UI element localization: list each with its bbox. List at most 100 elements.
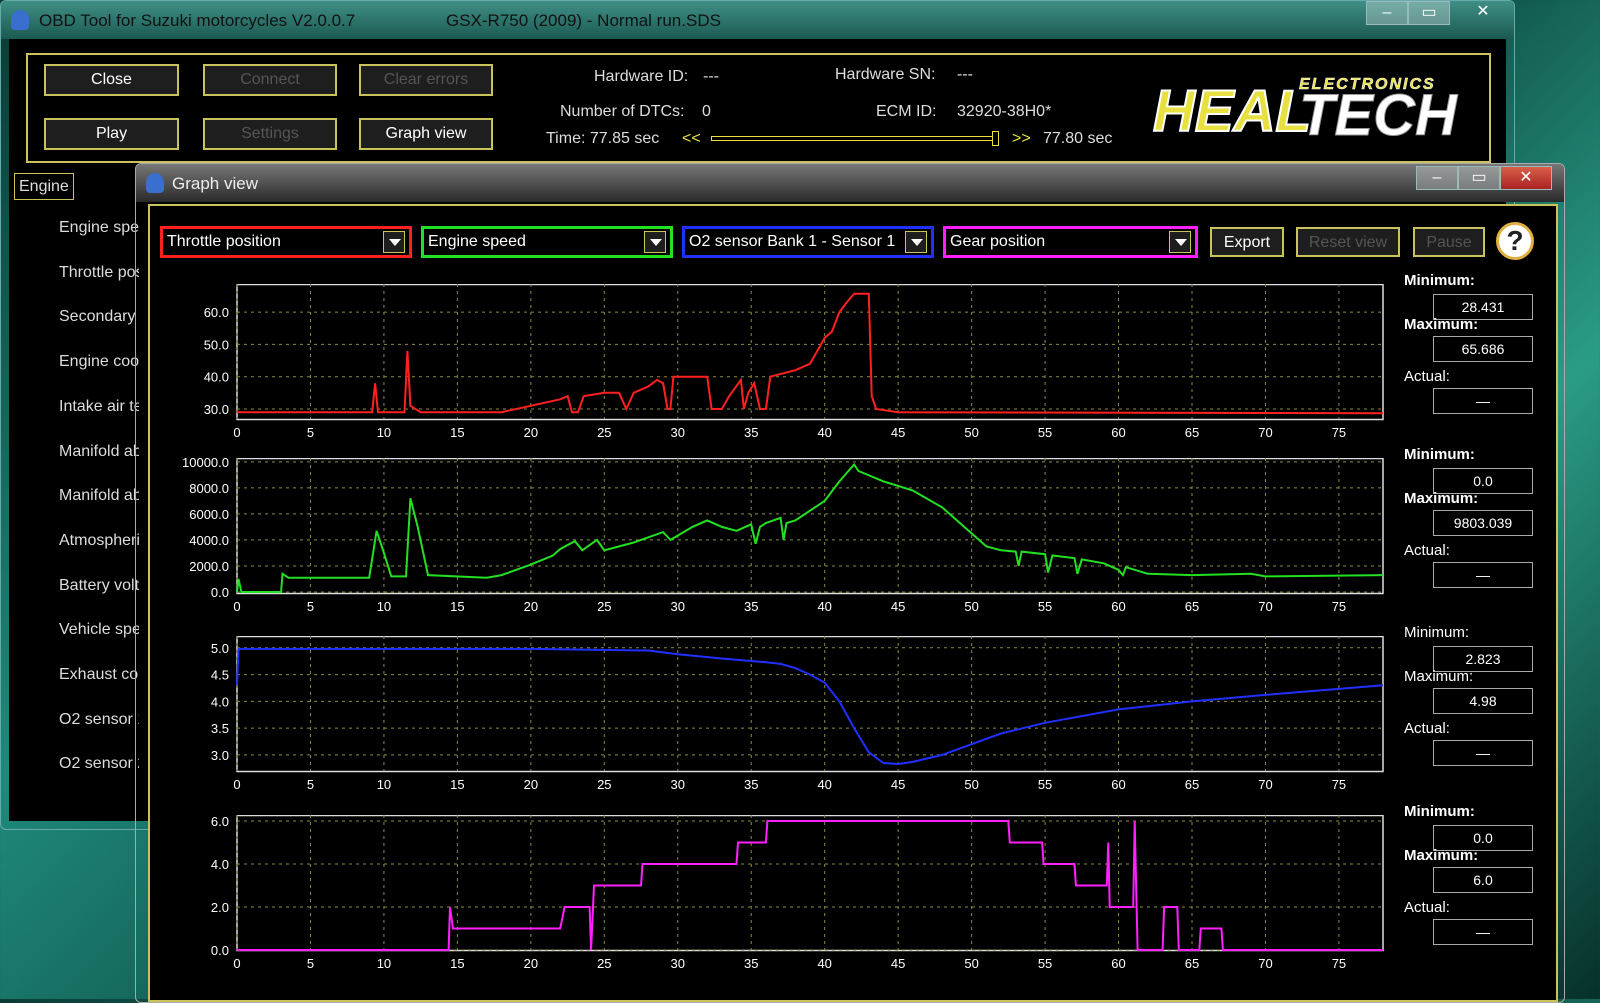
sidebar-item[interactable]: Manifold abs. pressure [59, 442, 139, 460]
x-tick-label: 55 [1038, 599, 1052, 614]
help-icon[interactable]: ? [1496, 222, 1534, 260]
time-slider[interactable] [711, 131, 999, 146]
y-tick-label: 0.0 [211, 585, 229, 600]
chart-1[interactable]: 0 5 10 15 20 25 30 35 40 45 50 55 60 65 70 75 30.0 40.0 50… [180, 284, 1390, 449]
selector-value: Gear position [950, 233, 1046, 250]
x-tick-label: 65 [1185, 777, 1199, 792]
series-selector-3[interactable]: O2 sensor Bank 1 - Sensor 1 [682, 226, 934, 258]
actual-label: Actual: [1404, 368, 1450, 385]
x-tick-label: 25 [597, 599, 611, 614]
maximum-value: 65.686 [1433, 336, 1533, 362]
y-tick-label: 40.0 [204, 370, 229, 385]
maximum-value: 9803.039 [1433, 510, 1533, 536]
hardware-id-value: --- [703, 68, 719, 85]
connect-button[interactable]: Connect [203, 64, 337, 96]
reset-view-button[interactable]: Reset view [1296, 227, 1400, 257]
x-tick-label: 70 [1258, 777, 1272, 792]
y-tick-label: 6.0 [211, 815, 229, 829]
svg-text:HEAL: HEAL [1153, 79, 1311, 144]
y-tick-label: 4.0 [211, 857, 229, 872]
chevron-down-icon[interactable] [644, 231, 666, 253]
x-tick-label: 15 [450, 956, 464, 971]
minimum-label: Minimum: [1404, 803, 1475, 820]
graph-minimize-button[interactable]: ‒ [1416, 166, 1458, 190]
svg-text:ELECTRONICS: ELECTRONICS [1299, 76, 1436, 93]
chart-2[interactable]: 0 5 10 15 20 25 30 35 40 45 50 55 60 65 70 75 0.0 2000.0 4… [180, 458, 1390, 623]
graph-close-button[interactable]: ✕ [1500, 166, 1552, 190]
play-button[interactable]: Play [44, 118, 179, 150]
plot-area [236, 284, 1384, 421]
x-tick-label: 10 [377, 777, 391, 792]
actual-value: — [1433, 740, 1533, 766]
x-tick-label: 30 [671, 425, 685, 440]
series-selector-2[interactable]: Engine speed [421, 226, 673, 258]
chevron-down-icon[interactable] [383, 231, 405, 253]
chevron-down-icon[interactable] [1169, 231, 1191, 253]
sidebar-item[interactable]: Throttle position [59, 263, 139, 281]
chart-4[interactable]: 0 5 10 15 20 25 30 35 40 45 50 55 60 65 70 75 0.0 2.0 4.0 6… [180, 815, 1390, 980]
graph-app-icon [146, 173, 164, 193]
series-selector-4[interactable]: Gear position [943, 226, 1198, 258]
sidebar-item[interactable]: Manifold abs. pressure 2 [59, 487, 139, 505]
sidebar-item[interactable]: O2 sensor 2 [59, 755, 139, 773]
close-button[interactable]: Close [44, 64, 179, 96]
selector-value: Throttle position [167, 233, 281, 250]
series-line [236, 647, 1384, 766]
x-tick-label: 5 [307, 956, 314, 971]
main-titlebar: OBD Tool for Suzuki motorcycles V2.0.0.7… [1, 1, 1514, 39]
sidebar-item[interactable]: Atmospheric pressure [59, 531, 139, 549]
rewind-button[interactable]: << [682, 130, 701, 147]
minimum-label: Minimum: [1404, 446, 1475, 463]
y-tick-label: 60.0 [204, 305, 229, 320]
app-title: OBD Tool for Suzuki motorcycles V2.0.0.7 [39, 11, 356, 30]
y-tick-label: 2000.0 [189, 559, 229, 574]
export-button[interactable]: Export [1210, 227, 1284, 257]
x-tick-label: 60 [1111, 956, 1125, 971]
slider-thumb[interactable] [992, 131, 999, 146]
sidebar-item[interactable]: Battery voltage [59, 576, 139, 594]
sidebar-item[interactable]: Engine coolant [59, 353, 139, 371]
x-tick-label: 15 [450, 599, 464, 614]
tab-engine[interactable]: Engine [14, 173, 74, 200]
settings-button[interactable]: Settings [203, 118, 337, 150]
y-tick-label: 10000.0 [182, 458, 229, 470]
x-tick-label: 55 [1038, 956, 1052, 971]
minimize-button[interactable]: ‒ [1366, 1, 1408, 25]
x-tick-label: 40 [817, 956, 831, 971]
y-tick-label: 5.0 [211, 641, 229, 656]
series-selector-1[interactable]: Throttle position [160, 226, 412, 258]
clear-errors-button[interactable]: Clear errors [359, 64, 493, 96]
sidebar-item[interactable]: Intake air temp [59, 397, 139, 415]
x-tick-label: 15 [450, 425, 464, 440]
sidebar-item[interactable]: Engine speed [59, 219, 139, 236]
healtech-logo: ELECTRONICS HEAL TECH [1152, 76, 1459, 146]
x-tick-label: 55 [1038, 425, 1052, 440]
series-line [236, 462, 1384, 593]
x-tick-label: 65 [1185, 956, 1199, 971]
maximize-button[interactable]: ▭ [1408, 1, 1450, 25]
ecm-value: 32920-38H0* [957, 103, 1052, 120]
x-tick-label: 10 [377, 599, 391, 614]
x-tick-label: 45 [891, 956, 905, 971]
sidebar-item[interactable]: Secondary throttle [59, 308, 139, 326]
sidebar-item[interactable]: O2 sensor 1 [59, 710, 139, 728]
x-tick-label: 10 [377, 425, 391, 440]
pause-button[interactable]: Pause [1413, 227, 1485, 257]
forward-button[interactable]: >> [1012, 130, 1031, 147]
x-tick-label: 70 [1258, 425, 1272, 440]
close-window-button[interactable]: ✕ [1476, 3, 1490, 20]
actual-value: — [1433, 562, 1533, 588]
actual-label: Actual: [1404, 899, 1450, 916]
chevron-down-icon[interactable] [905, 231, 927, 253]
selector-value: O2 sensor Bank 1 - Sensor 1 [689, 233, 896, 250]
sidebar-item[interactable]: Exhaust control [59, 666, 139, 683]
x-tick-label: 30 [671, 599, 685, 614]
sidebar-item[interactable]: Vehicle speed [59, 621, 139, 639]
x-tick-label: 50 [964, 777, 978, 792]
x-tick-label: 45 [891, 599, 905, 614]
y-tick-label: 30.0 [204, 402, 229, 417]
chart-3[interactable]: 0 5 10 15 20 25 30 35 40 45 50 55 60 65 70 75 3.0 3.5 4.0 4… [180, 636, 1390, 801]
graph-view-button[interactable]: Graph view [359, 118, 493, 150]
graph-maximize-button[interactable]: ▭ [1458, 166, 1500, 190]
x-tick-label: 50 [964, 425, 978, 440]
